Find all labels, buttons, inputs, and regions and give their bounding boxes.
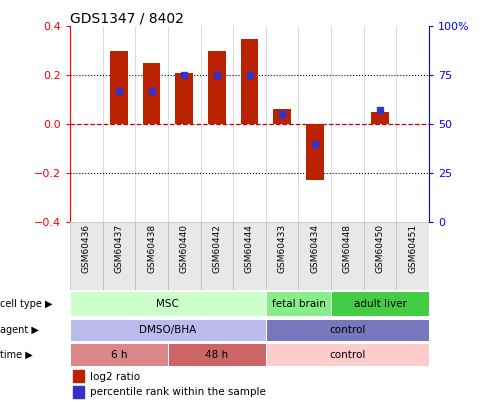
Text: control: control [329, 325, 366, 335]
Text: GSM60450: GSM60450 [376, 224, 385, 273]
Bar [266, 222, 298, 290]
Bar [175, 73, 193, 124]
Bar [273, 109, 291, 124]
Bar [70, 319, 266, 341]
Bar [70, 222, 102, 290]
Text: 48 h: 48 h [205, 350, 229, 360]
Bar [168, 343, 266, 366]
Text: MSC: MSC [156, 299, 179, 309]
Bar [73, 386, 83, 398]
Text: GSM60442: GSM60442 [213, 224, 222, 273]
Text: fetal brain: fetal brain [271, 299, 325, 309]
Bar [233, 222, 266, 290]
Text: GSM60433: GSM60433 [277, 224, 286, 273]
Text: cell type ▶: cell type ▶ [0, 299, 52, 309]
Bar [306, 124, 324, 180]
Text: DMSO/BHA: DMSO/BHA [139, 325, 197, 335]
Bar [70, 343, 168, 366]
Bar [201, 222, 233, 290]
Text: GSM60438: GSM60438 [147, 224, 156, 273]
Text: 6 h: 6 h [111, 350, 127, 360]
Bar [298, 222, 331, 290]
Text: GSM60451: GSM60451 [408, 224, 417, 273]
Bar [241, 38, 258, 124]
Bar [266, 319, 429, 341]
Text: GSM60437: GSM60437 [114, 224, 123, 273]
Text: control: control [329, 350, 366, 360]
Text: GSM60434: GSM60434 [310, 224, 319, 273]
Bar [70, 291, 266, 316]
Text: GSM60444: GSM60444 [245, 224, 254, 273]
Bar [208, 51, 226, 124]
Bar [371, 112, 389, 124]
Bar [168, 222, 201, 290]
Bar [110, 51, 128, 124]
Bar [331, 291, 429, 316]
Bar [266, 343, 429, 366]
Bar [102, 222, 135, 290]
Bar [397, 222, 429, 290]
Bar [364, 222, 397, 290]
Text: GSM60448: GSM60448 [343, 224, 352, 273]
Bar [73, 371, 83, 382]
Bar [135, 222, 168, 290]
Bar [266, 291, 331, 316]
Bar [143, 63, 161, 124]
Text: GSM60440: GSM60440 [180, 224, 189, 273]
Text: GDS1347 / 8402: GDS1347 / 8402 [70, 11, 184, 25]
Text: agent ▶: agent ▶ [0, 325, 39, 335]
Text: time ▶: time ▶ [0, 350, 33, 360]
Text: percentile rank within the sample: percentile rank within the sample [90, 387, 265, 397]
Bar [331, 222, 364, 290]
Text: adult liver: adult liver [354, 299, 407, 309]
Text: GSM60436: GSM60436 [82, 224, 91, 273]
Text: log2 ratio: log2 ratio [90, 371, 140, 382]
